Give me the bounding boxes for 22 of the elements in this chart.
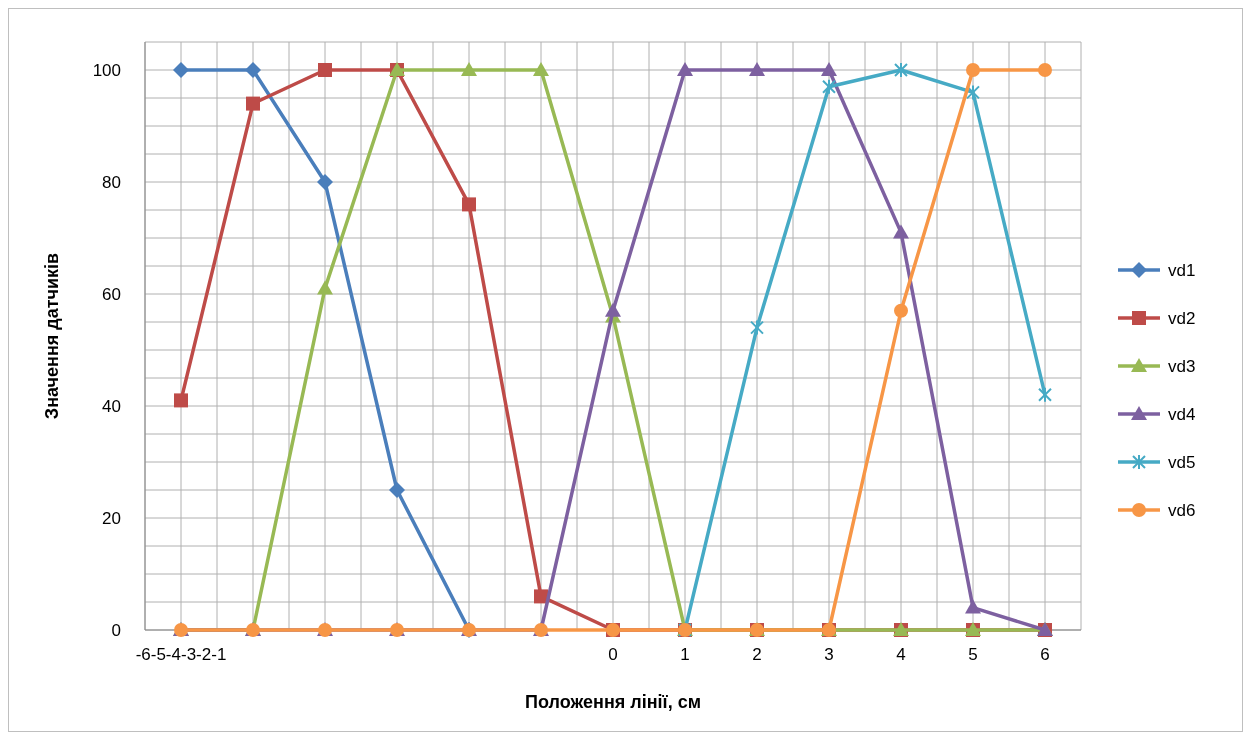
x-tick-label: 6 [1040, 645, 1050, 664]
legend-label: vd6 [1168, 500, 1196, 520]
x-tick-label: -6-5-4-3-2-1 [135, 645, 227, 664]
legend-label: vd4 [1168, 404, 1196, 424]
x-tick-label: 5 [968, 645, 978, 664]
x-tick-label: 3 [824, 645, 834, 664]
x-tick-label: 4 [896, 645, 906, 664]
y-tick-label: 0 [111, 620, 121, 640]
y-tick-label: 80 [102, 172, 121, 192]
legend-label: vd3 [1168, 356, 1196, 376]
legend-label: vd5 [1168, 452, 1196, 472]
y-axis-title: Значення датчиків [42, 252, 62, 420]
x-tick-label: 1 [680, 645, 690, 664]
y-tick-label: 20 [102, 508, 121, 528]
y-tick-label: 100 [92, 60, 121, 80]
legend-label: vd1 [1168, 260, 1196, 280]
x-tick-label: 0 [608, 645, 618, 664]
x-axis-title: Положення лінії, см [525, 692, 701, 712]
legend-label: vd2 [1168, 308, 1196, 328]
y-tick-label: 60 [102, 284, 121, 304]
x-tick-label: 2 [752, 645, 762, 664]
y-tick-label: 40 [102, 396, 121, 416]
